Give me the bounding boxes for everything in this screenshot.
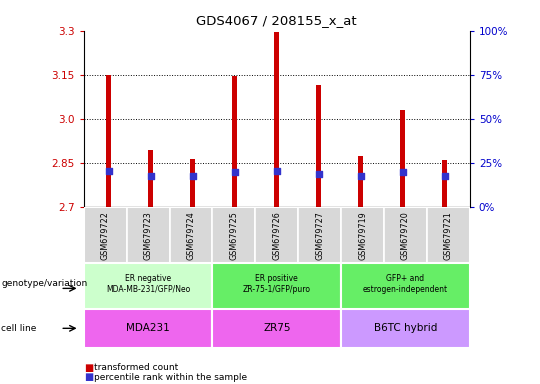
Bar (126, 207, 170, 263)
Text: GSM679725: GSM679725 (230, 211, 238, 260)
Point (399, 169, 407, 175)
Bar (232, 76, 237, 207)
Point (188, 173, 197, 179)
Bar (427, 207, 470, 263)
Text: ■: ■ (84, 372, 93, 382)
Text: GSM679724: GSM679724 (186, 211, 195, 260)
Point (273, 167, 281, 174)
Bar (84, 309, 212, 348)
Bar (106, 75, 111, 207)
Title: GDS4067 / 208155_x_at: GDS4067 / 208155_x_at (197, 14, 357, 27)
Text: ■: ■ (84, 363, 93, 373)
Bar (148, 150, 153, 207)
Text: GSM679723: GSM679723 (144, 211, 153, 260)
Bar (341, 309, 470, 348)
Bar (255, 207, 298, 263)
Text: percentile rank within the sample: percentile rank within the sample (94, 372, 248, 382)
Bar (212, 263, 341, 309)
Bar (190, 159, 195, 207)
Bar (358, 156, 363, 207)
Bar (170, 207, 212, 263)
Bar (384, 207, 427, 263)
Text: GSM679721: GSM679721 (444, 211, 453, 260)
Text: B6TC hybrid: B6TC hybrid (374, 323, 437, 333)
Text: GSM679722: GSM679722 (100, 211, 110, 260)
Text: GSM679726: GSM679726 (272, 211, 281, 260)
Bar (84, 207, 126, 263)
Bar (316, 85, 321, 207)
Bar (84, 263, 212, 309)
Text: MDA231: MDA231 (126, 323, 170, 333)
Text: GSM679727: GSM679727 (315, 211, 324, 260)
Bar (212, 207, 255, 263)
Text: genotype/variation: genotype/variation (1, 279, 87, 288)
Text: GSM679720: GSM679720 (401, 211, 410, 260)
Text: GSM679719: GSM679719 (358, 211, 367, 260)
Bar (400, 110, 405, 207)
Point (146, 172, 155, 179)
Bar (274, 32, 279, 207)
Bar (212, 309, 341, 348)
Text: ER positive
ZR-75-1/GFP/puro: ER positive ZR-75-1/GFP/puro (243, 274, 310, 294)
Point (440, 173, 449, 179)
Bar (341, 207, 384, 263)
Point (314, 171, 323, 177)
Text: transformed count: transformed count (94, 363, 179, 372)
Text: cell line: cell line (1, 324, 37, 333)
Bar (442, 160, 447, 207)
Bar (341, 263, 470, 309)
Bar (298, 207, 341, 263)
Text: GFP+ and
estrogen-independent: GFP+ and estrogen-independent (363, 274, 448, 294)
Point (356, 173, 365, 179)
Text: ER negative
MDA-MB-231/GFP/Neo: ER negative MDA-MB-231/GFP/Neo (106, 274, 190, 294)
Point (231, 169, 239, 175)
Text: ZR75: ZR75 (263, 323, 291, 333)
Point (105, 168, 113, 174)
